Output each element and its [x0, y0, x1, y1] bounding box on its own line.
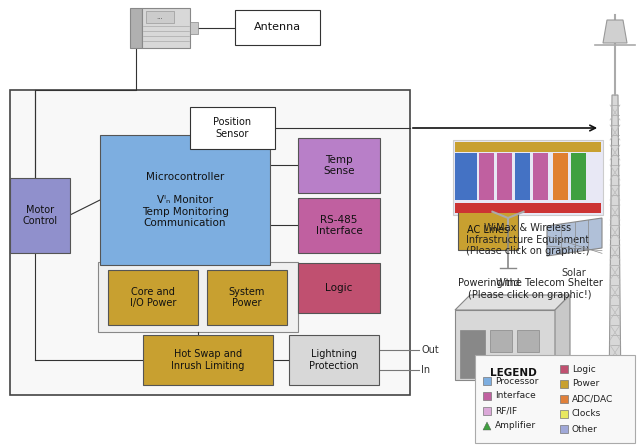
FancyBboxPatch shape — [490, 330, 512, 352]
Text: Interface: Interface — [495, 392, 536, 401]
Text: ADC/DAC: ADC/DAC — [572, 395, 613, 404]
Polygon shape — [609, 95, 621, 395]
FancyBboxPatch shape — [142, 8, 190, 48]
FancyBboxPatch shape — [483, 377, 491, 385]
Text: Position
Sensor: Position Sensor — [213, 117, 252, 139]
Text: Motor
Control: Motor Control — [22, 205, 58, 226]
FancyBboxPatch shape — [458, 210, 518, 250]
Text: Core and
I/O Power: Core and I/O Power — [130, 287, 176, 308]
FancyBboxPatch shape — [10, 178, 70, 253]
FancyBboxPatch shape — [455, 153, 477, 200]
FancyBboxPatch shape — [455, 310, 555, 380]
FancyBboxPatch shape — [560, 365, 568, 373]
FancyBboxPatch shape — [235, 10, 320, 45]
FancyBboxPatch shape — [517, 330, 539, 352]
Text: Out: Out — [421, 345, 438, 355]
Text: AC Lines: AC Lines — [467, 225, 509, 235]
FancyBboxPatch shape — [533, 153, 548, 200]
Text: Logic: Logic — [325, 283, 352, 293]
FancyBboxPatch shape — [553, 153, 568, 200]
Text: Powering the Telecom Shelter
(Please click on graphic!): Powering the Telecom Shelter (Please cli… — [458, 278, 602, 300]
FancyBboxPatch shape — [483, 407, 491, 415]
FancyBboxPatch shape — [497, 153, 512, 200]
FancyBboxPatch shape — [560, 380, 568, 388]
Text: Amplifier: Amplifier — [495, 421, 536, 430]
Text: Hot Swap and
Inrush Limiting: Hot Swap and Inrush Limiting — [171, 349, 245, 371]
Polygon shape — [455, 295, 570, 310]
Text: Antenna: Antenna — [254, 22, 301, 33]
FancyBboxPatch shape — [460, 330, 485, 378]
Polygon shape — [603, 20, 627, 43]
FancyBboxPatch shape — [190, 22, 198, 34]
Text: RS-485
Interface: RS-485 Interface — [316, 215, 362, 236]
FancyBboxPatch shape — [455, 142, 601, 152]
FancyBboxPatch shape — [10, 90, 410, 395]
FancyBboxPatch shape — [146, 11, 174, 23]
FancyBboxPatch shape — [298, 198, 380, 253]
Text: RF/IF: RF/IF — [495, 406, 517, 416]
FancyBboxPatch shape — [515, 153, 530, 200]
FancyBboxPatch shape — [560, 425, 568, 433]
Text: Logic: Logic — [572, 364, 596, 373]
Text: Clocks: Clocks — [572, 409, 602, 418]
FancyBboxPatch shape — [100, 135, 270, 265]
FancyBboxPatch shape — [298, 263, 380, 313]
Text: In: In — [421, 365, 430, 375]
FancyBboxPatch shape — [479, 153, 494, 200]
FancyBboxPatch shape — [560, 395, 568, 403]
Text: Power: Power — [572, 380, 599, 388]
Text: Solar: Solar — [562, 268, 586, 278]
Text: OR: OR — [461, 228, 477, 238]
FancyBboxPatch shape — [190, 107, 275, 149]
Text: Temp
Sense: Temp Sense — [324, 155, 355, 176]
Polygon shape — [547, 218, 602, 256]
FancyBboxPatch shape — [108, 270, 198, 325]
Text: ...: ... — [157, 14, 163, 20]
Text: WiMax & Wireless
Infrastructure Equipment
(Please click on graphic!): WiMax & Wireless Infrastructure Equipmen… — [466, 223, 590, 256]
Polygon shape — [483, 422, 491, 430]
Text: Microcontroller

Vᴵₙ Monitor
Temp Monitoring
Communication: Microcontroller Vᴵₙ Monitor Temp Monitor… — [142, 172, 229, 228]
FancyBboxPatch shape — [560, 410, 568, 418]
Text: Wind: Wind — [496, 278, 520, 288]
FancyBboxPatch shape — [130, 8, 142, 48]
Text: Processor: Processor — [495, 376, 539, 385]
FancyBboxPatch shape — [483, 392, 491, 400]
FancyBboxPatch shape — [289, 335, 379, 385]
FancyBboxPatch shape — [571, 153, 586, 200]
Text: System
Power: System Power — [229, 287, 265, 308]
Polygon shape — [555, 295, 570, 380]
FancyBboxPatch shape — [298, 138, 380, 193]
Text: LEGEND: LEGEND — [490, 368, 537, 378]
FancyBboxPatch shape — [98, 262, 298, 332]
FancyBboxPatch shape — [207, 270, 287, 325]
FancyBboxPatch shape — [455, 203, 601, 213]
FancyBboxPatch shape — [475, 355, 635, 443]
FancyBboxPatch shape — [453, 140, 603, 215]
Text: Other: Other — [572, 425, 598, 434]
FancyBboxPatch shape — [143, 335, 273, 385]
Text: Lightning
Protection: Lightning Protection — [309, 349, 359, 371]
